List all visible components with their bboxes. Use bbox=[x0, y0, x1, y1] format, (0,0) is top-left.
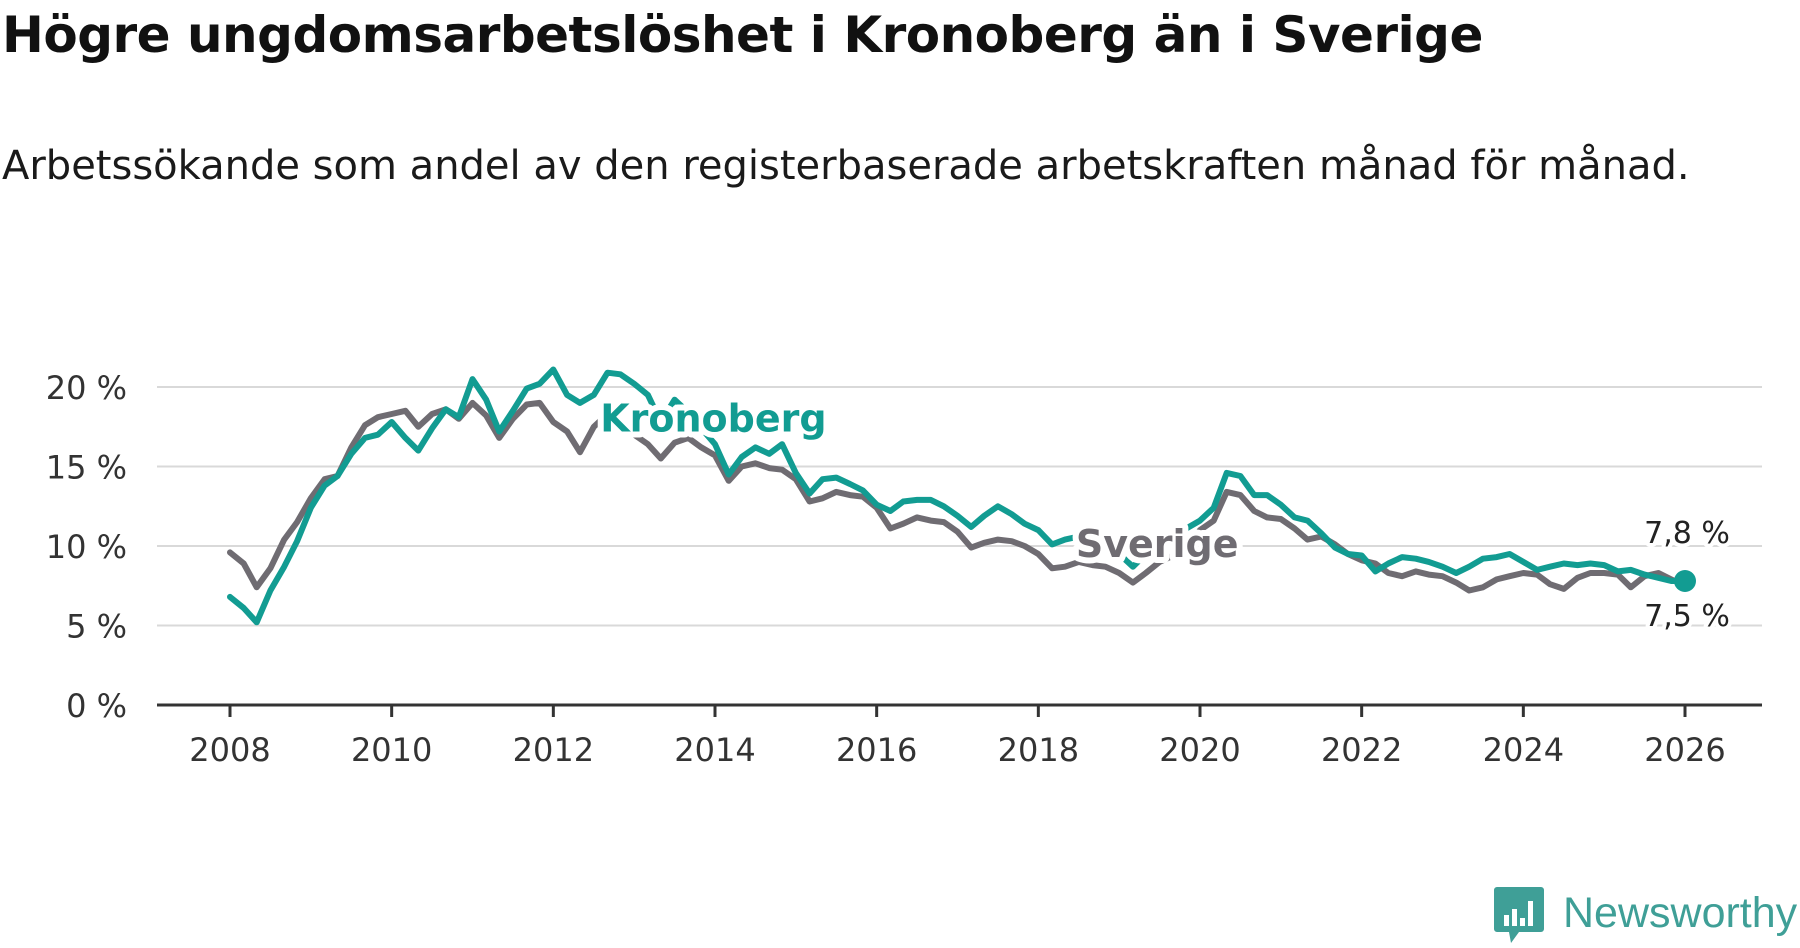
y-tick-label: 20 % bbox=[46, 369, 127, 407]
grid-lines bbox=[157, 386, 1762, 627]
x-tick-label: 2016 bbox=[836, 731, 917, 769]
end-value-label-kronoberg: 7,8 % bbox=[1644, 516, 1730, 551]
y-axis-tick-labels: 0 % 5 % 10 % 15 % 20 % bbox=[46, 369, 127, 725]
series-label-sverige: Sverige bbox=[1076, 522, 1239, 566]
end-value-labels: 7,5 % 7,8 % bbox=[1640, 512, 1734, 638]
x-tick-label: 2014 bbox=[674, 731, 755, 769]
series-labels: Sverige Kronoberg bbox=[594, 391, 1244, 573]
brand-name: Newsworthy bbox=[1563, 889, 1798, 937]
x-tick-label: 2008 bbox=[189, 731, 270, 769]
newsworthy-logo: Newsworthy bbox=[1493, 885, 1798, 947]
x-tick-label: 2012 bbox=[513, 731, 594, 769]
y-tick-label: 15 % bbox=[46, 449, 127, 487]
x-tick-label: 2026 bbox=[1644, 731, 1725, 769]
series-line-sverige bbox=[227, 399, 1688, 594]
x-tick-label: 2018 bbox=[998, 731, 1079, 769]
end-value-label-sverige: 7,5 % bbox=[1644, 599, 1730, 634]
x-tick-label: 2022 bbox=[1321, 731, 1402, 769]
end-marker-kronoberg bbox=[1674, 569, 1696, 592]
chart-title: Högre ungdomsarbetslöshet i Kronoberg än… bbox=[2, 6, 1483, 64]
series-lines bbox=[227, 366, 1696, 626]
y-tick-label: 10 % bbox=[46, 528, 127, 566]
x-axis: 2008 2010 2012 2014 2016 2018 2020 2022 2024 2026 bbox=[157, 703, 1762, 769]
x-tick-label: 2010 bbox=[351, 731, 432, 769]
x-tick-label: 2020 bbox=[1159, 731, 1240, 769]
x-tick-label: 2024 bbox=[1483, 731, 1564, 769]
chart-subtitle: Arbetssökande som andel av den registerb… bbox=[2, 143, 1690, 189]
series-line-kronoberg bbox=[227, 366, 1688, 626]
bar-chart-icon bbox=[1494, 887, 1544, 943]
y-tick-label: 0 % bbox=[66, 687, 127, 725]
series-label-kronoberg: Kronoberg bbox=[600, 397, 826, 441]
y-tick-label: 5 % bbox=[66, 608, 127, 646]
